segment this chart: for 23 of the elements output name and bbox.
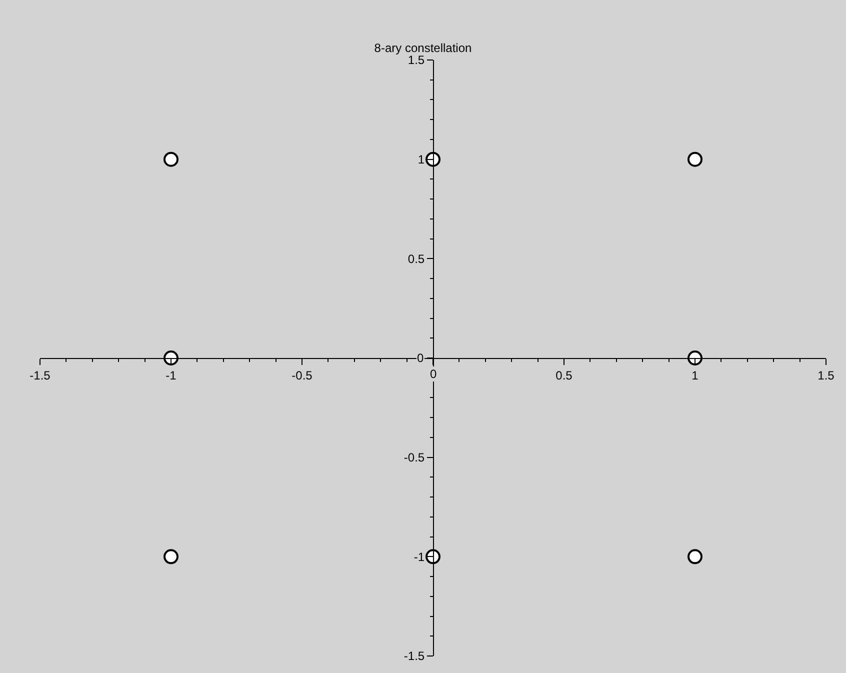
point — [164, 350, 178, 366]
point — [688, 350, 702, 366]
x-tick-label: 1.5 — [818, 368, 835, 382]
point — [164, 549, 178, 564]
point — [164, 152, 178, 167]
point — [688, 152, 702, 167]
x-tick-label: -0.5 — [292, 368, 313, 382]
x-tick-label: -1 — [166, 368, 177, 382]
y-tick-label: 1 — [418, 152, 425, 167]
y-tick-label: 0 — [417, 351, 424, 365]
y-tick-label: 1.5 — [408, 53, 425, 68]
x-tick-label: 1 — [692, 368, 699, 382]
chart-title: 8-ary constellation — [374, 41, 472, 56]
point — [426, 152, 440, 167]
x-tick-label: 0 — [430, 367, 437, 381]
point — [426, 549, 440, 564]
point — [688, 549, 702, 564]
x-tick-label: 0.5 — [556, 368, 573, 382]
y-tick-label: -1 — [414, 550, 425, 564]
x-tick-label: -1.5 — [30, 368, 51, 382]
y-tick-label: -1.5 — [404, 649, 425, 664]
y-tick-label: -0.5 — [404, 450, 425, 465]
y-tick-label: 0.5 — [408, 252, 425, 266]
